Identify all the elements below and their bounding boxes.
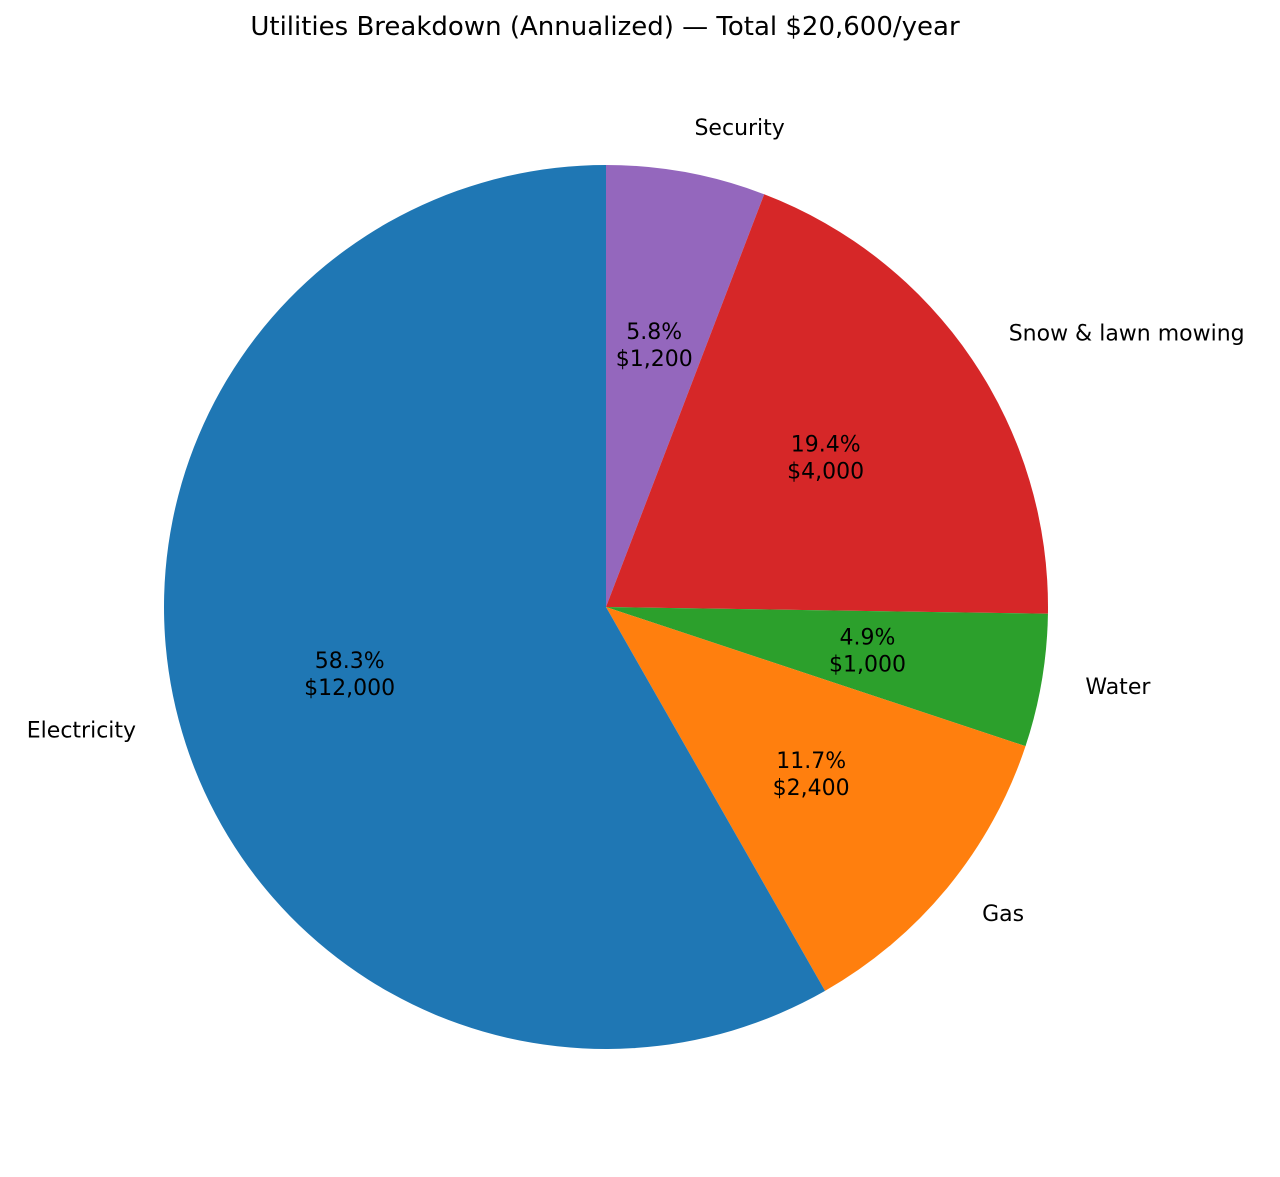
slice-value-electricity: $12,000 (304, 676, 395, 701)
pie-slice-gas (606, 607, 1026, 991)
slice-label-snow-lawn-mowing: Snow & lawn mowing (1009, 322, 1245, 347)
slice-percent-snow-lawn-mowing: 19.4% (791, 432, 861, 457)
pie-slice-security (606, 165, 765, 607)
slice-value-security: $1,200 (616, 347, 693, 372)
slice-percent-security: 5.8% (626, 320, 682, 345)
slice-label-electricity: Electricity (27, 719, 136, 744)
slices-layer (164, 165, 1048, 1049)
labels-layer: Security 5.8%$1,200 Snow & lawn mowing 19.4… (27, 116, 1245, 927)
slice-label-gas: Gas (982, 902, 1024, 927)
slice-percent-gas: 11.7% (776, 749, 846, 774)
pie-slice-water (606, 607, 1048, 747)
pie-slice-electricity (164, 165, 826, 1049)
slice-value-water: $1,000 (829, 652, 906, 677)
slice-value-snow-lawn-mowing: $4,000 (787, 459, 864, 484)
slice-value-gas: $2,400 (773, 776, 850, 801)
slice-percent-water: 4.9% (840, 625, 896, 650)
chart-title: Utilities Breakdown (Annualized) — Total… (250, 12, 960, 42)
slice-label-security: Security (694, 116, 784, 141)
pie-slice-snow-lawn-mowing (606, 194, 1048, 614)
slice-percent-electricity: 58.3% (315, 649, 385, 674)
slice-label-water: Water (1085, 675, 1151, 700)
